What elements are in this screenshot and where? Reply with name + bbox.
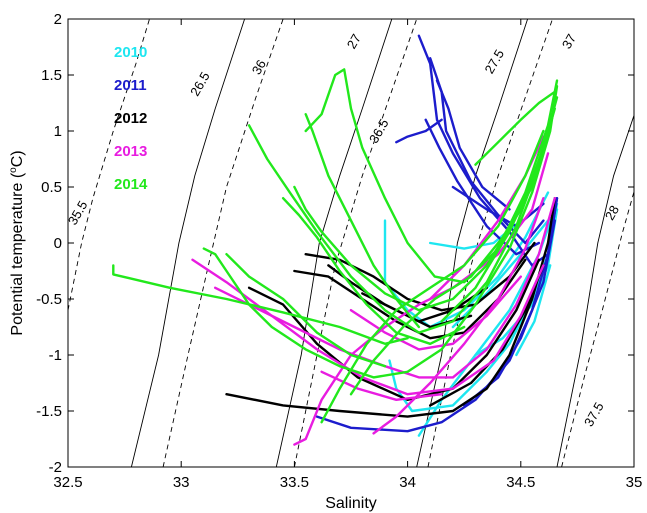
- profile-line-2014-11: [440, 112, 554, 323]
- x-tick-label: 33: [173, 474, 190, 491]
- y-axis-ticks: -2 -1.5 -1 -0.5 0 0.5 1 1.5 2: [36, 11, 634, 476]
- y-tick-label: -1: [49, 347, 62, 364]
- profile-line-2012-2: [247, 258, 541, 401]
- density-contour-36-5: [293, 19, 418, 467]
- profile-line-2014-3: [247, 107, 556, 334]
- contour-label-28: 28: [602, 203, 622, 223]
- y-axis-title: Potential temperature (oC): [8, 150, 26, 335]
- x-tick-label: 34: [399, 474, 416, 491]
- profile-line-2011-4: [424, 118, 541, 256]
- profile-line-2011-3: [435, 79, 511, 211]
- profile-line-2011-6: [315, 196, 559, 433]
- contour-label-37: 37: [559, 31, 579, 51]
- x-tick-label: 33.5: [280, 474, 309, 491]
- density-contour-37-5: [561, 190, 634, 467]
- contour-label-27: 27: [344, 31, 364, 51]
- y-axis-title-degree: o: [8, 167, 19, 173]
- density-contour-27: [275, 19, 393, 467]
- profile-line-2013-1: [213, 196, 556, 379]
- y-tick-label: -2: [49, 459, 62, 476]
- y-tick-label: -0.5: [36, 291, 62, 308]
- legend-item-2011: 2011: [114, 77, 147, 94]
- y-axis-title-unit: C): [9, 150, 26, 167]
- profile-line-2014-2: [202, 84, 559, 379]
- profile-line-2011-5: [395, 118, 443, 144]
- x-axis-ticks: 32.5 33 33.5 34 34.5 35: [53, 19, 642, 491]
- x-axis-title: Salinity: [325, 495, 377, 512]
- profile-line-2014-1: [112, 264, 409, 345]
- legend-item-2010: 2010: [114, 44, 147, 61]
- profile-line-2014-12: [474, 90, 556, 166]
- profile-line-2012-7: [429, 264, 545, 407]
- profile-line-2013-4: [372, 196, 545, 435]
- series-2014: [112, 68, 559, 424]
- density-contour-28: [556, 114, 634, 467]
- y-tick-label: 2: [54, 11, 62, 28]
- profile-line-2013-6: [320, 370, 443, 401]
- profile-line-2012-4: [304, 241, 536, 312]
- legend-item-2013: 2013: [114, 143, 147, 160]
- y-tick-label: 0: [54, 235, 62, 252]
- legend-item-2014: 2014: [114, 176, 148, 193]
- legend: 2010 2011 2012 2013 2014: [114, 44, 148, 193]
- profile-line-2014-5: [304, 68, 559, 284]
- profile-line-2013-2: [191, 258, 545, 396]
- profile-line-2010-7: [515, 264, 552, 357]
- profile-line-2014-7: [281, 196, 466, 345]
- data-series: [112, 34, 559, 446]
- y-tick-label: 1.5: [41, 67, 62, 84]
- profile-line-2014-6: [304, 112, 421, 329]
- profile-line-2014-8: [320, 129, 545, 424]
- profile-line-2014-9: [349, 124, 552, 396]
- density-contour-35-5: [68, 19, 150, 311]
- x-tick-label: 34.5: [506, 474, 535, 491]
- legend-item-2012: 2012: [114, 110, 147, 127]
- y-tick-label: 0.5: [41, 179, 62, 196]
- density-contour-37: [427, 19, 553, 467]
- contour-label-36: 36: [249, 57, 269, 77]
- density-contour-26-5: [130, 19, 246, 467]
- y-tick-label: -1.5: [36, 403, 62, 420]
- profile-line-2014-10: [225, 252, 387, 368]
- y-tick-label: 1: [54, 123, 62, 140]
- x-tick-label: 35: [626, 474, 643, 491]
- density-contour-36: [162, 19, 284, 467]
- x-tick-label: 32.5: [53, 474, 82, 491]
- y-axis-title-main: Potential temperature (: [9, 172, 26, 335]
